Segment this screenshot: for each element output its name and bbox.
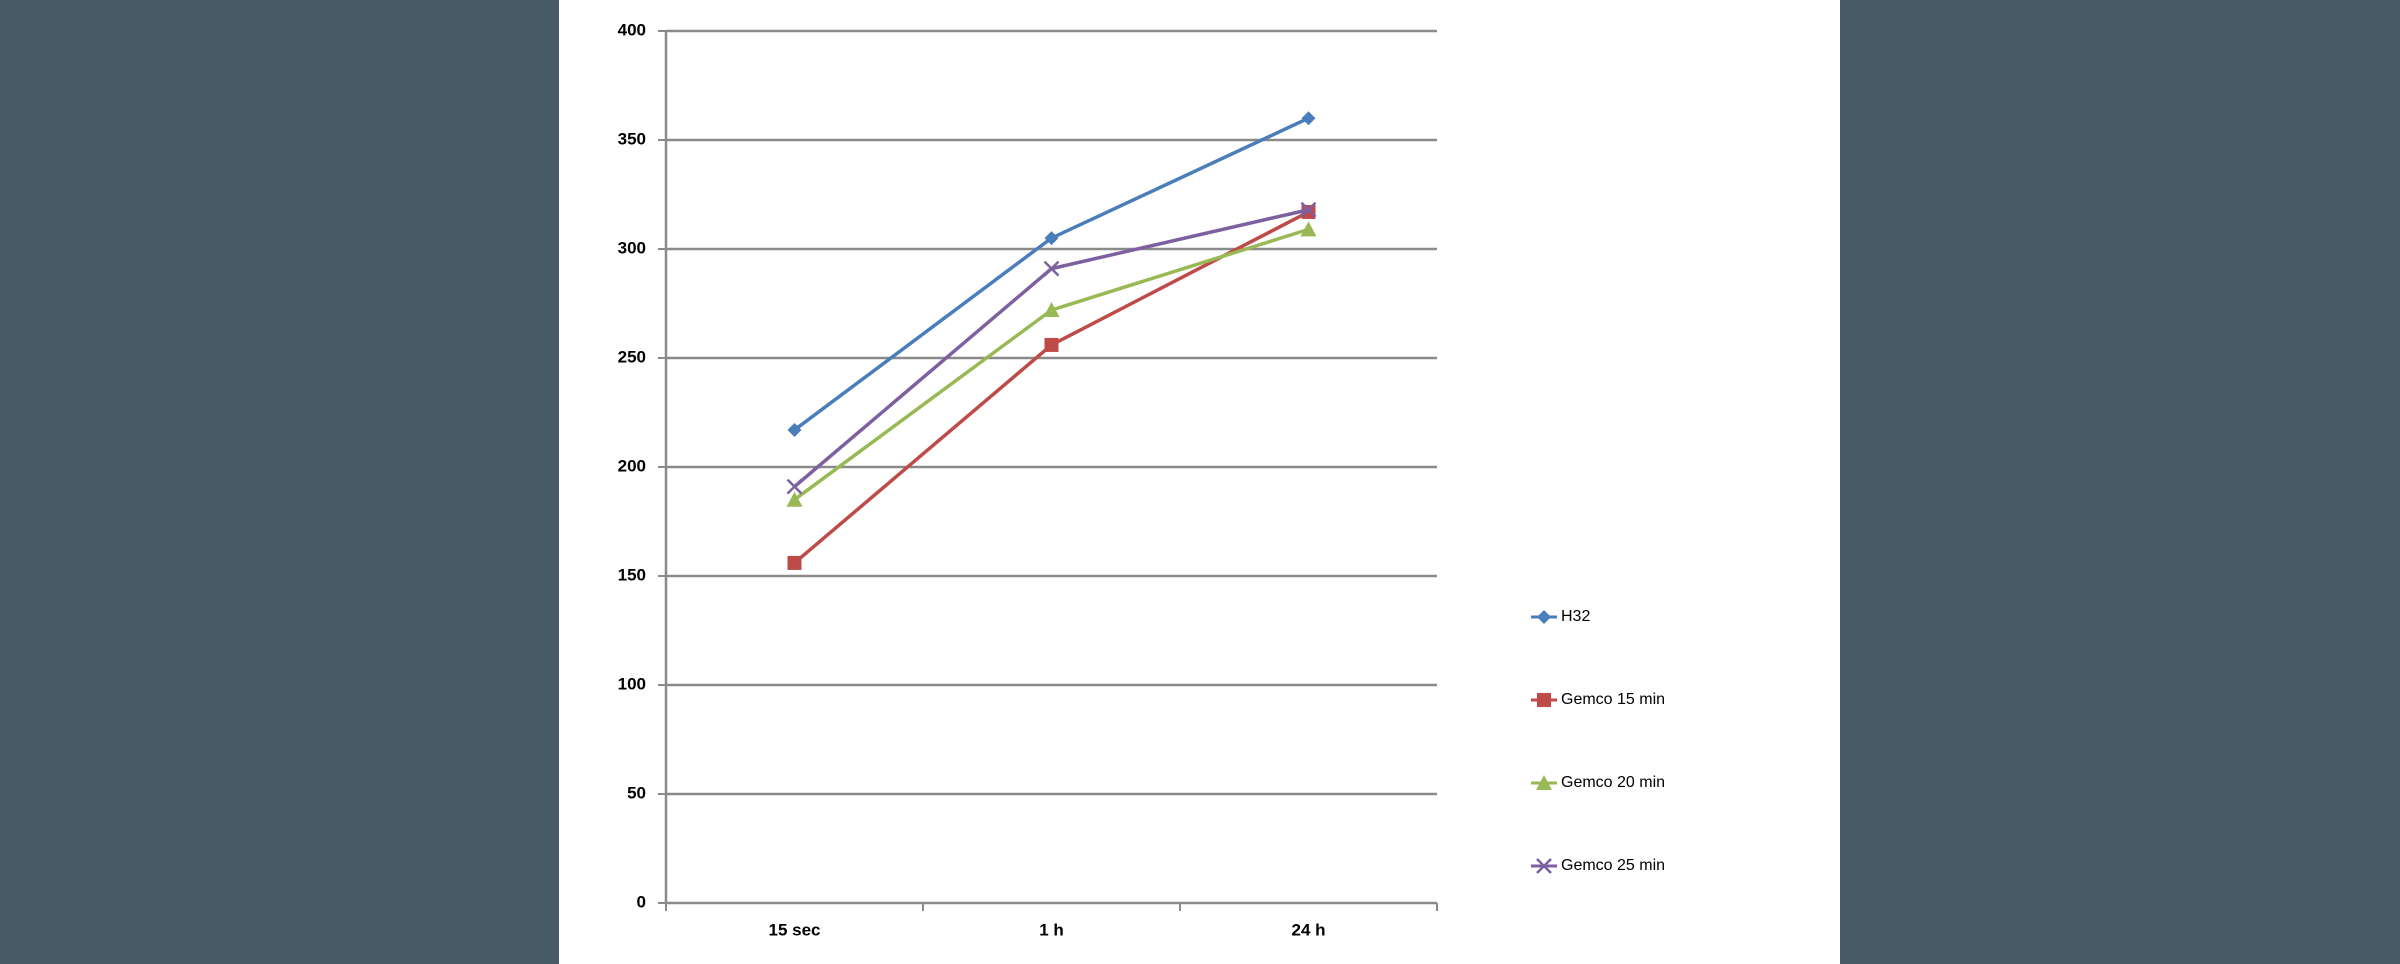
data-point <box>1300 221 1317 237</box>
data-point <box>1301 111 1316 126</box>
legend-marker <box>1536 775 1552 790</box>
data-point <box>1043 260 1060 277</box>
data-point <box>786 491 803 507</box>
legend-label: Gemco 15 min <box>1561 691 1665 708</box>
data-point <box>1301 204 1316 219</box>
chart-panel <box>559 0 1840 964</box>
data-point <box>1044 337 1059 352</box>
x-tick-label: 1 h <box>1039 920 1064 939</box>
data-point <box>786 478 803 495</box>
x-tick-label: 15 sec <box>769 920 821 939</box>
y-tick-label: 200 <box>618 456 646 475</box>
legend-marker <box>1537 693 1551 707</box>
data-point <box>787 555 802 570</box>
data-point <box>1043 302 1060 318</box>
y-tick-label: 0 <box>637 892 646 911</box>
legend-label: Gemco 20 min <box>1561 774 1665 791</box>
y-tick-label: 250 <box>618 347 646 366</box>
data-point <box>787 422 802 437</box>
data-point <box>1044 231 1059 246</box>
y-tick-label: 50 <box>627 783 646 802</box>
legend-label: H32 <box>1561 608 1590 625</box>
y-tick-label: 400 <box>618 20 646 39</box>
legend-marker <box>1537 610 1551 624</box>
legend-marker <box>1536 858 1552 874</box>
x-tick-label: 24 h <box>1291 920 1325 939</box>
legend-label: Gemco 25 min <box>1561 857 1665 874</box>
y-tick-label: 300 <box>618 238 646 257</box>
y-tick-label: 150 <box>618 565 646 584</box>
y-tick-label: 100 <box>618 674 646 693</box>
data-point <box>1300 201 1317 218</box>
y-tick-label: 350 <box>618 129 646 148</box>
